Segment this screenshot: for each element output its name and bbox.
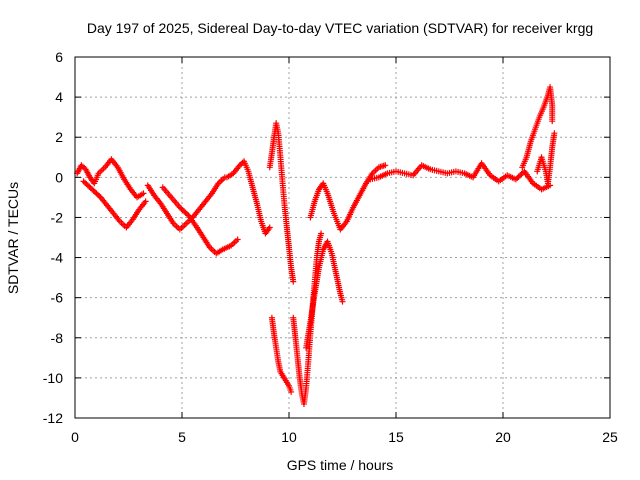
data-point <box>234 236 241 243</box>
data-point <box>288 388 295 395</box>
data-point <box>382 162 389 169</box>
data-marks <box>74 84 558 407</box>
grid-layer <box>75 57 610 418</box>
data-point <box>266 224 273 231</box>
x-tick-label: 0 <box>71 429 79 445</box>
y-tick-label: -6 <box>51 290 64 306</box>
y-tick-label: -10 <box>43 370 63 386</box>
x-axis-label: GPS time / hours <box>287 457 394 473</box>
y-tick-label: 4 <box>55 89 63 105</box>
plot-frame <box>74 56 611 419</box>
y-axis-label: SDTVAR / TECUs <box>5 182 21 294</box>
y-tick-label: -8 <box>51 330 64 346</box>
y-tick-label: 2 <box>55 129 63 145</box>
data-point <box>290 278 297 285</box>
y-tick-label: 6 <box>55 49 63 65</box>
y-tick-label: -2 <box>51 209 64 225</box>
data-point <box>551 130 558 137</box>
data-point <box>142 198 149 205</box>
chart-title: Day 197 of 2025, Sidereal Day-to-day VTE… <box>87 20 593 36</box>
x-tick-label: 15 <box>388 429 404 445</box>
x-tick-label: 20 <box>495 429 511 445</box>
x-tick-label: 10 <box>281 429 297 445</box>
data-point <box>140 190 147 197</box>
x-tick-label: 25 <box>602 429 618 445</box>
x-tick-label: 5 <box>178 429 186 445</box>
data-point <box>318 230 325 237</box>
y-tick-label: -12 <box>43 410 63 426</box>
y-tick-label: 0 <box>55 169 63 185</box>
data-point <box>549 118 556 125</box>
y-tick-label: -4 <box>51 250 64 266</box>
data-point <box>339 298 346 305</box>
